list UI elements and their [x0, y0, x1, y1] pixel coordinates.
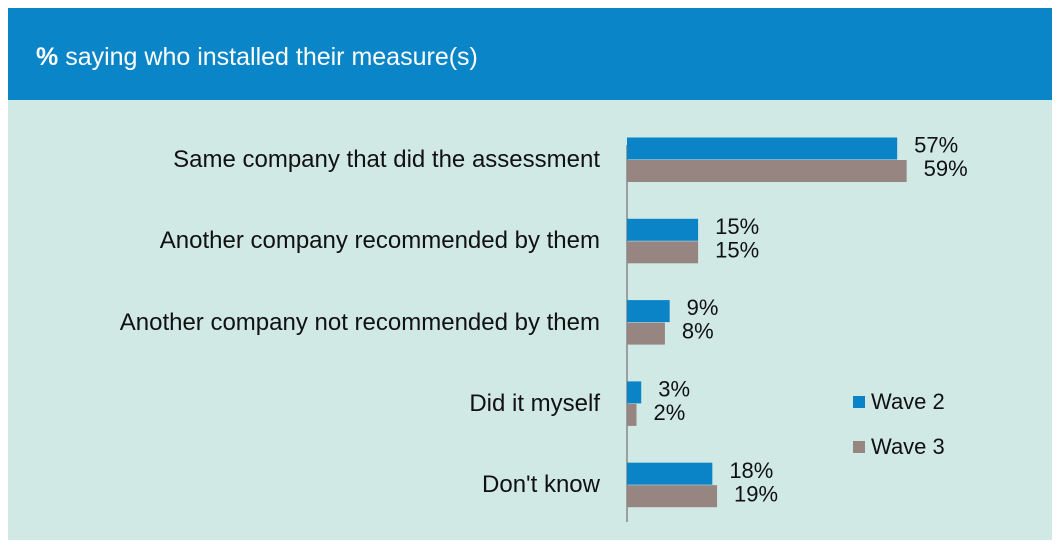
value-label: 15%: [715, 237, 759, 262]
value-label: 3%: [658, 376, 690, 401]
bar: [627, 160, 907, 182]
value-label: 9%: [687, 295, 719, 320]
header-band: [8, 8, 1052, 100]
bar: [627, 485, 718, 508]
category-label: Another company recommended by them: [159, 227, 600, 255]
category-label: Don't know: [482, 471, 600, 499]
bar: [627, 322, 665, 345]
category-label: Same company that did the assessment: [173, 146, 600, 173]
value-label: 8%: [682, 319, 714, 344]
value-label: 18%: [729, 458, 773, 483]
bar: [627, 381, 642, 404]
legend-label: Wave 3: [871, 434, 945, 459]
bar: [627, 403, 637, 426]
legend-swatch: [853, 396, 865, 408]
category-label: Did it myself: [469, 389, 600, 417]
bar: [627, 241, 699, 264]
chart-title: % saying who installed their measure(s): [36, 43, 478, 71]
bar: [627, 137, 898, 160]
category-label: Another company not recommended by them: [119, 308, 600, 336]
bar: [627, 462, 713, 485]
title-bold: %: [36, 43, 58, 71]
value-label: 15%: [715, 214, 759, 239]
title-text: saying who installed their measure(s): [65, 43, 478, 71]
legend-swatch: [853, 441, 865, 453]
bar: [627, 300, 670, 323]
value-label: 19%: [734, 481, 778, 506]
bar: [627, 218, 699, 241]
value-label: 59%: [924, 156, 968, 181]
legend-label: Wave 2: [871, 389, 945, 414]
value-label: 2%: [653, 400, 685, 425]
value-label: 57%: [914, 133, 958, 158]
